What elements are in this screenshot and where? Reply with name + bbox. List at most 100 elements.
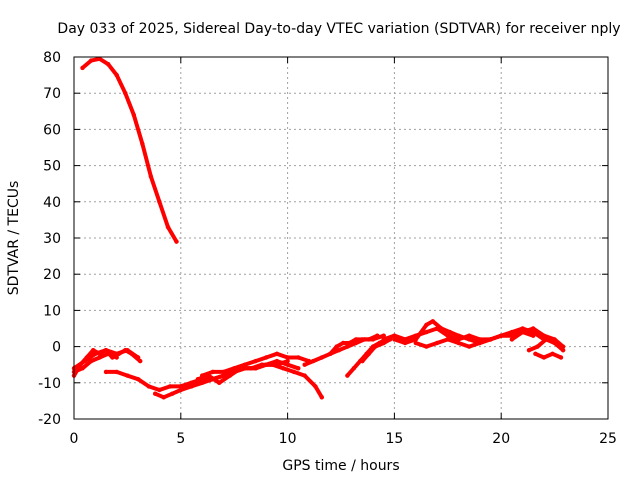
data-point bbox=[347, 340, 352, 346]
data-point bbox=[97, 355, 102, 360]
data-point bbox=[125, 348, 130, 353]
y-tick-label: 20 bbox=[43, 267, 61, 283]
data-point bbox=[285, 362, 290, 367]
data-point bbox=[296, 366, 301, 371]
x-tick-label: 25 bbox=[599, 431, 617, 447]
data-point bbox=[373, 344, 378, 349]
data-point bbox=[114, 351, 119, 356]
data-point bbox=[328, 351, 333, 356]
data-point bbox=[274, 351, 280, 356]
data-point bbox=[392, 337, 397, 342]
data-point bbox=[424, 344, 429, 349]
data-point bbox=[430, 319, 435, 324]
data-point bbox=[351, 366, 356, 371]
data-point bbox=[135, 377, 141, 382]
data-point bbox=[392, 333, 397, 338]
data-point bbox=[242, 366, 248, 371]
data-point bbox=[189, 384, 194, 389]
data-point bbox=[360, 358, 365, 364]
data-point bbox=[146, 384, 151, 389]
data-point bbox=[253, 366, 258, 371]
data-point bbox=[200, 373, 205, 378]
data-point bbox=[232, 369, 237, 375]
data-point bbox=[106, 61, 111, 67]
y-axis-label: SDTVAR / TECUs bbox=[6, 181, 22, 296]
data-point bbox=[434, 340, 440, 346]
data-point bbox=[345, 373, 350, 378]
data-point bbox=[161, 395, 166, 400]
data-point bbox=[541, 333, 547, 338]
data-point bbox=[274, 358, 280, 364]
y-tick-label: 10 bbox=[43, 303, 61, 319]
data-point bbox=[467, 337, 472, 342]
series-arc-late-g bbox=[413, 326, 547, 349]
data-point bbox=[456, 340, 461, 346]
series-arc-mid-e bbox=[178, 358, 301, 389]
data-point bbox=[167, 384, 173, 389]
y-tick-label: 80 bbox=[43, 50, 61, 66]
data-point bbox=[319, 355, 324, 360]
data-point bbox=[123, 91, 128, 96]
data-point bbox=[311, 358, 316, 364]
data-point bbox=[285, 355, 290, 360]
data-point bbox=[402, 340, 408, 346]
y-tick-label: 0 bbox=[52, 340, 61, 356]
data-point bbox=[210, 377, 215, 382]
data-point bbox=[526, 348, 532, 353]
data-point bbox=[291, 369, 297, 375]
data-point bbox=[353, 337, 359, 342]
data-point bbox=[178, 387, 183, 393]
data-point bbox=[531, 326, 536, 331]
data-point bbox=[174, 239, 179, 244]
data-point bbox=[413, 337, 418, 342]
series-line bbox=[533, 351, 563, 360]
data-point bbox=[477, 337, 482, 342]
data-point bbox=[456, 337, 461, 342]
data-point bbox=[424, 322, 429, 328]
y-tick-label: 50 bbox=[43, 159, 61, 175]
data-series bbox=[71, 56, 566, 400]
y-tick-label: 60 bbox=[43, 122, 61, 138]
y-tick-label: -20 bbox=[38, 412, 61, 428]
data-point bbox=[296, 355, 301, 360]
x-axis-label: GPS time / hours bbox=[282, 458, 399, 474]
data-point bbox=[445, 337, 450, 342]
y-tick-label: 70 bbox=[43, 86, 61, 102]
data-point bbox=[558, 355, 564, 360]
data-point bbox=[285, 358, 290, 364]
data-point bbox=[366, 351, 371, 356]
data-point bbox=[543, 337, 549, 342]
data-point bbox=[520, 326, 525, 331]
series-arc-late-b bbox=[328, 333, 380, 356]
data-point bbox=[381, 337, 386, 342]
series-arc-early-c bbox=[71, 348, 141, 371]
series-high-arc bbox=[80, 56, 179, 244]
axis-ticks bbox=[73, 56, 609, 420]
series-arc-early-b bbox=[71, 351, 119, 375]
data-point bbox=[97, 56, 102, 61]
data-point bbox=[345, 344, 350, 349]
data-point bbox=[477, 340, 482, 346]
chart-title: Day 033 of 2025, Sidereal Day-to-day VTE… bbox=[57, 21, 620, 37]
data-point bbox=[560, 348, 566, 353]
data-point bbox=[91, 348, 96, 353]
data-point bbox=[93, 351, 98, 356]
series-arc-late-j bbox=[533, 351, 564, 360]
data-point bbox=[381, 340, 386, 346]
series-arc-late-e bbox=[381, 326, 536, 342]
data-point bbox=[103, 348, 109, 353]
data-point bbox=[456, 333, 461, 338]
data-point bbox=[509, 337, 515, 342]
data-point bbox=[114, 355, 119, 360]
data-point bbox=[153, 391, 158, 396]
data-point bbox=[340, 340, 346, 346]
data-point bbox=[135, 355, 141, 360]
y-tick-label: -10 bbox=[38, 376, 61, 392]
data-point bbox=[499, 333, 504, 338]
data-point bbox=[467, 333, 472, 338]
data-point bbox=[131, 112, 136, 118]
data-point bbox=[520, 329, 525, 335]
data-point bbox=[302, 373, 307, 378]
data-point bbox=[157, 387, 162, 393]
